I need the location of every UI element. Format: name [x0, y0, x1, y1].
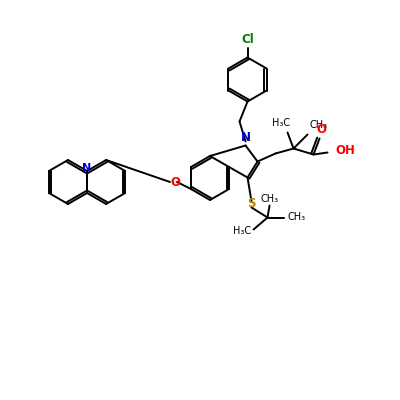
Text: S: S [247, 197, 256, 210]
Text: Cl: Cl [241, 33, 254, 46]
Text: CH₃: CH₃ [310, 120, 328, 130]
Text: OH: OH [336, 144, 356, 157]
Text: O: O [170, 176, 180, 188]
Text: H₃C: H₃C [234, 226, 252, 236]
Text: CH₃: CH₃ [260, 194, 278, 204]
Text: O: O [316, 123, 326, 136]
Text: H₃C: H₃C [272, 118, 290, 128]
Text: N: N [82, 163, 92, 173]
Text: CH₃: CH₃ [288, 212, 306, 222]
Text: N: N [240, 131, 250, 144]
